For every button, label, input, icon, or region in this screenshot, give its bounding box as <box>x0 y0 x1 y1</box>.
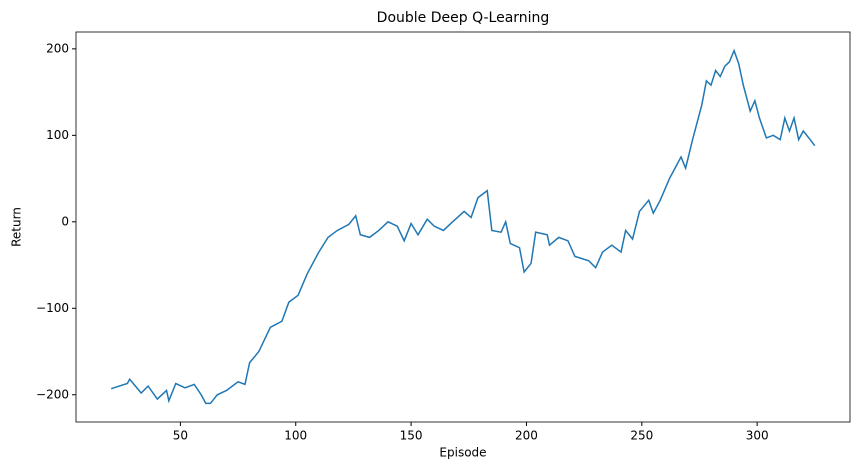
x-tick-label: 250 <box>630 429 653 443</box>
y-tick-label: 200 <box>46 41 69 55</box>
y-axis-label: Return <box>10 207 24 247</box>
x-axis-label: Episode <box>439 446 486 460</box>
x-tick-label: 200 <box>515 429 538 443</box>
axes-frame <box>75 31 851 423</box>
y-tick-label: −100 <box>36 301 69 315</box>
line <box>110 48 816 405</box>
x-tick-label: 100 <box>284 429 307 443</box>
chart-title: Double Deep Q-Learning <box>377 10 550 26</box>
x-tick-label: 50 <box>173 429 188 443</box>
x-tick-label: 150 <box>400 429 423 443</box>
y-tick-label: −200 <box>36 387 69 401</box>
y-tick-label: 0 <box>61 214 69 228</box>
y-tick-label: 100 <box>46 128 69 142</box>
x-tick-label: 300 <box>746 429 769 443</box>
